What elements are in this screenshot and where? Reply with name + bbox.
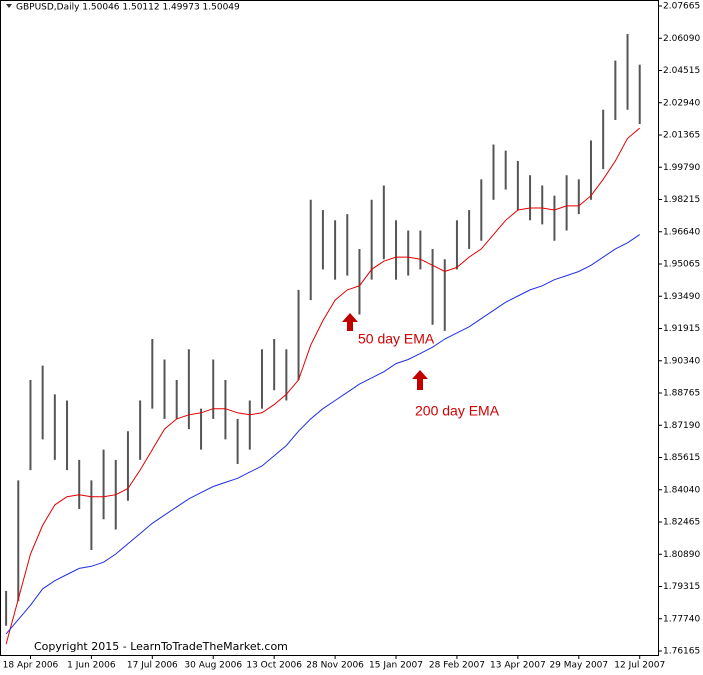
x-tick-label: 13 Apr 2007 xyxy=(490,661,546,671)
arrow xyxy=(342,313,358,331)
y-tick-label: 1.80890 xyxy=(663,550,700,560)
ema-line xyxy=(5,127,641,645)
annotation: 200 day EMA xyxy=(415,403,500,419)
x-tick-label: 12 Jul 2007 xyxy=(614,661,665,671)
y-tick-label: 1.77740 xyxy=(663,614,700,624)
y-tick-label: 1.85615 xyxy=(663,453,700,463)
y-tick-label: 2.01365 xyxy=(663,131,700,141)
y-tick-label: 2.04515 xyxy=(663,66,700,76)
plot-frame xyxy=(0,0,659,656)
y-tick-label: 2.02940 xyxy=(663,98,700,108)
copyright: Copyright 2015 - LearnToTradeTheMarket.c… xyxy=(34,640,288,653)
y-tick-label: 1.98215 xyxy=(663,195,700,205)
y-tick-label: 2.07665 xyxy=(663,2,700,12)
x-tick-label: 13 Oct 2006 xyxy=(246,661,302,671)
annotation: 50 day EMA xyxy=(358,331,435,347)
ema-line xyxy=(5,234,640,635)
x-tick-label: 1 Jun 2006 xyxy=(67,661,116,671)
x-tick-label: 28 Feb 2007 xyxy=(429,661,485,671)
x-tick-label: 17 Jul 2006 xyxy=(127,661,178,671)
menu-arrow xyxy=(6,4,12,8)
y-tick-label: 1.95065 xyxy=(663,260,700,270)
x-tick-label: 15 Jan 2007 xyxy=(369,661,423,671)
x-tick-label: 29 May 2007 xyxy=(549,661,608,671)
x-tick-label: 30 Aug 2006 xyxy=(184,661,242,671)
y-tick-label: 1.90340 xyxy=(663,356,700,366)
y-tick-label: 1.93490 xyxy=(663,292,700,302)
y-tick-label: 1.99790 xyxy=(663,163,700,173)
chart-header: GBPUSD,Daily 1.50046 1.50112 1.49973 1.5… xyxy=(16,3,240,13)
y-tick-label: 1.76165 xyxy=(663,647,700,657)
y-tick-label: 1.79315 xyxy=(663,582,700,592)
x-tick-label: 18 Apr 2006 xyxy=(3,661,59,671)
x-tick-label: 28 Nov 2006 xyxy=(306,661,364,671)
y-tick-label: 1.84040 xyxy=(663,485,700,495)
y-tick-label: 1.82465 xyxy=(663,518,700,528)
arrow xyxy=(412,370,428,390)
y-tick-label: 1.88765 xyxy=(663,389,700,399)
y-tick-label: 2.06090 xyxy=(663,34,700,44)
y-tick-label: 1.96640 xyxy=(663,227,700,237)
y-tick-label: 1.91915 xyxy=(663,324,700,334)
y-tick-label: 1.87190 xyxy=(663,421,700,431)
